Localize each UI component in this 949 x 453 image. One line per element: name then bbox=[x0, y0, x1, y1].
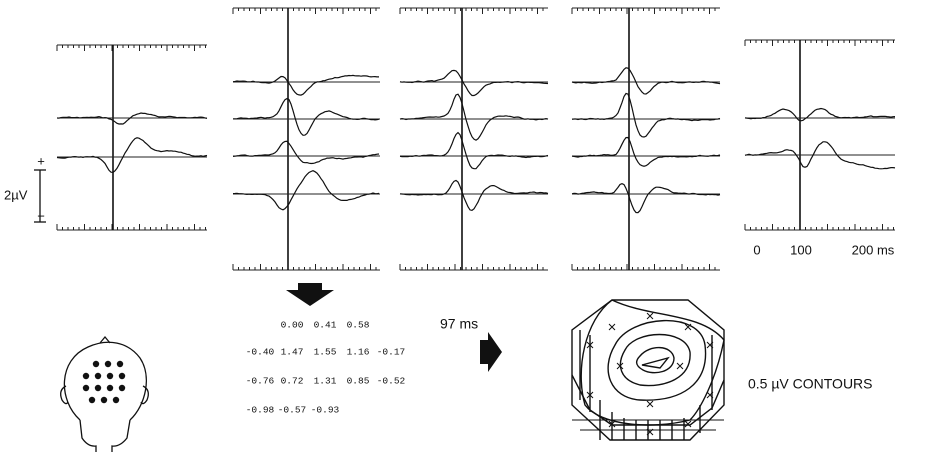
electrode-dot bbox=[82, 384, 90, 392]
table-cell: -0.40 bbox=[246, 347, 275, 358]
scale-bar: + − 2µV bbox=[4, 153, 46, 223]
x-mark bbox=[616, 362, 624, 370]
waveform bbox=[571, 92, 721, 138]
electrode-dot bbox=[116, 360, 124, 368]
waveform bbox=[571, 183, 721, 214]
right-arrow bbox=[480, 332, 502, 372]
x-mark bbox=[684, 323, 692, 331]
waveform bbox=[744, 107, 896, 122]
electrode-dot bbox=[88, 396, 96, 404]
table-cell: 0.58 bbox=[347, 320, 370, 331]
waveform bbox=[56, 137, 208, 174]
electrode-dot bbox=[118, 372, 126, 380]
waveform bbox=[744, 141, 896, 170]
table-cell: 0.41 bbox=[314, 320, 337, 331]
x-mark bbox=[586, 391, 594, 399]
table-cell: -0.52 bbox=[377, 376, 406, 387]
scale-label: 2µV bbox=[4, 187, 28, 202]
table-cell: -0.17 bbox=[377, 347, 406, 358]
waveform bbox=[399, 93, 549, 141]
scale-minus: − bbox=[37, 208, 45, 223]
table-cell: -0.76 bbox=[246, 376, 275, 387]
electrode-dot bbox=[104, 360, 112, 368]
table-cell: 1.55 bbox=[314, 347, 337, 358]
scale-plus: + bbox=[37, 153, 45, 168]
x-mark bbox=[676, 362, 684, 370]
time-label: 200 ms bbox=[852, 242, 895, 257]
x-mark bbox=[608, 323, 616, 331]
time-label: 0 bbox=[753, 242, 760, 257]
waveform bbox=[399, 131, 549, 170]
table-cell: 0.72 bbox=[281, 376, 304, 387]
waveform bbox=[232, 74, 379, 96]
head-icon bbox=[60, 335, 149, 452]
table-cell: 1.31 bbox=[314, 376, 337, 387]
table-cell: -0.93 bbox=[311, 405, 340, 416]
electrode-dot bbox=[106, 384, 114, 392]
contour-map bbox=[571, 299, 725, 441]
waveform bbox=[571, 67, 721, 95]
table-cell: 0.00 bbox=[281, 320, 304, 331]
contour-label: 0.5 µV CONTOURS bbox=[748, 376, 873, 392]
down-arrow bbox=[286, 283, 334, 306]
waveform bbox=[56, 112, 208, 125]
electrode-dot bbox=[82, 372, 90, 380]
electrode-dot bbox=[94, 372, 102, 380]
x-mark bbox=[646, 428, 654, 436]
electrode-dot bbox=[118, 384, 126, 392]
waveform bbox=[232, 140, 380, 165]
electrode-marks bbox=[586, 312, 714, 436]
table-cell: 1.47 bbox=[281, 347, 304, 358]
waveform-panels bbox=[56, 7, 896, 271]
x-mark bbox=[586, 341, 594, 349]
x-mark bbox=[646, 400, 654, 408]
electrode-dot bbox=[100, 396, 108, 404]
waveform bbox=[399, 179, 549, 212]
electrode-dots bbox=[82, 360, 126, 404]
x-mark bbox=[684, 420, 692, 428]
electrode-dot bbox=[92, 360, 100, 368]
waveform bbox=[571, 136, 721, 167]
latency-label: 97 ms bbox=[440, 316, 478, 332]
table-cell: -0.57 bbox=[278, 405, 307, 416]
electrode-dot bbox=[94, 384, 102, 392]
table-cell: 0.85 bbox=[347, 376, 370, 387]
x-mark bbox=[646, 312, 654, 320]
x-mark bbox=[608, 420, 616, 428]
waveform bbox=[233, 97, 380, 136]
x-mark bbox=[706, 391, 714, 399]
value-table: 0.00 0.41 0.58 -0.40 1.47 1.55 1.16 -0.17 -0.76 0… bbox=[246, 320, 406, 416]
time-label: 100 bbox=[790, 242, 812, 257]
electrode-dot bbox=[112, 396, 120, 404]
electrode-dot bbox=[106, 372, 114, 380]
x-mark bbox=[706, 341, 714, 349]
waveform bbox=[232, 170, 380, 211]
table-cell: -0.98 bbox=[246, 405, 275, 416]
table-cell: 1.16 bbox=[347, 347, 370, 358]
waveform bbox=[399, 69, 549, 97]
